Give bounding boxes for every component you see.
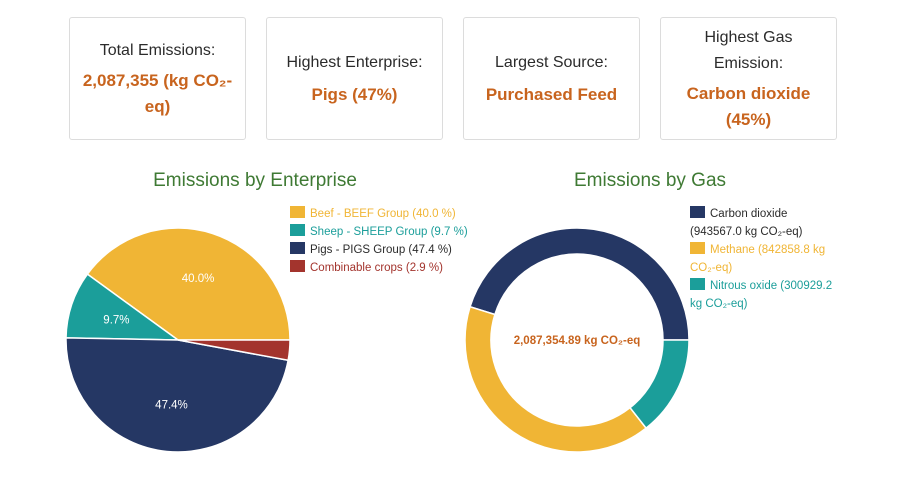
kpi-label: Total Emissions: [99,41,216,59]
legend-item-beef[interactable]: Beef - BEEF Group (40.0 %) [290,205,475,223]
kpi-value: Pigs (47%) [311,84,398,104]
kpi-value: Purchased Feed [485,84,618,104]
donut-slice-carbon-dioxide[interactable] [469,227,690,341]
enterprise-chart-title: Emissions by Enterprise [153,170,357,191]
kpi-label: Highest Gas Emission: [704,28,793,72]
legend-swatch [290,242,305,254]
legend-label: Carbon dioxide (943567.0 kg CO₂-eq) [690,208,803,238]
legend-swatch [290,224,305,236]
legend-item-methane[interactable]: Methane (842858.8 kg CO₂-eq) [690,241,840,277]
legend-label: Combinable crops (2.9 %) [310,262,443,274]
legend-item-carbon-dioxide[interactable]: Carbon dioxide (943567.0 kg CO₂-eq) [690,205,840,241]
legend-label: Pigs - PIGS Group (47.4 %) [310,244,452,256]
donut-center-label: 2,087,354.89 kg CO₂-eq [514,335,641,347]
kpi-card-total-emissions: Total Emissions: 2,087,355 (kg CO₂-eq) [69,17,246,140]
legend-swatch [290,206,305,218]
legend-label: Beef - BEEF Group (40.0 %) [310,208,456,220]
pie-slice-beef[interactable] [86,227,291,341]
legend-label: Methane (842858.8 kg CO₂-eq) [690,244,826,274]
kpi-value: 2,087,355 (kg CO₂-eq) [82,70,233,116]
pie-slice-pigs[interactable] [65,337,290,453]
legend-item-nitrous-oxide[interactable]: Nitrous oxide (300929.2 kg CO₂-eq) [690,277,840,313]
kpi-label: Highest Enterprise: [286,53,423,71]
donut-slice-methane[interactable] [464,305,648,453]
legend-item-sheep[interactable]: Sheep - SHEEP Group (9.7 %) [290,223,475,241]
legend-swatch [690,242,705,254]
pie-slice-combinable[interactable] [177,339,291,362]
kpi-card-largest-source: Largest Source: Purchased Feed [463,17,640,140]
legend-label: Sheep - SHEEP Group (9.7 %) [310,226,468,238]
legend-swatch [690,206,705,218]
legend-label: Nitrous oxide (300929.2 kg CO₂-eq) [690,280,833,310]
enterprise-legend: Beef - BEEF Group (40.0 %) Sheep - SHEEP… [290,205,475,277]
legend-swatch [690,278,705,290]
legend-item-crops[interactable]: Combinable crops (2.9 %) [290,259,475,277]
pie-slice-label: 9.7% [103,314,129,326]
donut-slice-nitrous-oxide[interactable] [629,339,690,430]
kpi-card-highest-enterprise: Highest Enterprise: Pigs (47%) [266,17,443,140]
kpi-label: Largest Source: [495,53,608,71]
kpi-card-highest-gas: Highest Gas Emission: Carbon dioxide (45… [660,17,837,140]
gas-legend: Carbon dioxide (943567.0 kg CO₂-eq) Meth… [690,205,840,313]
gas-chart-title: Emissions by Gas [573,170,727,191]
legend-item-pigs[interactable]: Pigs - PIGS Group (47.4 %) [290,241,475,259]
legend-swatch [290,260,305,272]
pie-slice-label: 40.0% [182,273,215,285]
pie-slice-label: 47.4% [155,400,188,412]
kpi-value: Carbon dioxide (45%) [686,83,811,129]
